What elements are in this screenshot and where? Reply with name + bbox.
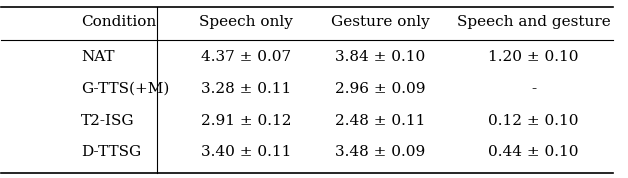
Text: 0.12 ± 0.10: 0.12 ± 0.10 [488,114,579,128]
Text: 2.91 ± 0.12: 2.91 ± 0.12 [201,114,291,128]
Text: -: - [531,82,536,96]
Text: 2.96 ± 0.09: 2.96 ± 0.09 [335,82,426,96]
Text: 3.28 ± 0.11: 3.28 ± 0.11 [201,82,291,96]
Text: T2-ISG: T2-ISG [81,114,134,128]
Text: 3.40 ± 0.11: 3.40 ± 0.11 [201,145,291,159]
Text: Gesture only: Gesture only [331,15,430,29]
Text: G-TTS(+M): G-TTS(+M) [81,82,170,96]
Text: D-TTSG: D-TTSG [81,145,141,159]
Text: Speech only: Speech only [199,15,293,29]
Text: 3.48 ± 0.09: 3.48 ± 0.09 [335,145,426,159]
Text: 3.84 ± 0.10: 3.84 ± 0.10 [335,50,426,64]
Text: 4.37 ± 0.07: 4.37 ± 0.07 [201,50,291,64]
Text: 0.44 ± 0.10: 0.44 ± 0.10 [488,145,579,159]
Text: Condition: Condition [81,15,156,29]
Text: NAT: NAT [81,50,114,64]
Text: 2.48 ± 0.11: 2.48 ± 0.11 [335,114,426,128]
Text: 1.20 ± 0.10: 1.20 ± 0.10 [488,50,579,64]
Text: Speech and gesture: Speech and gesture [457,15,610,29]
